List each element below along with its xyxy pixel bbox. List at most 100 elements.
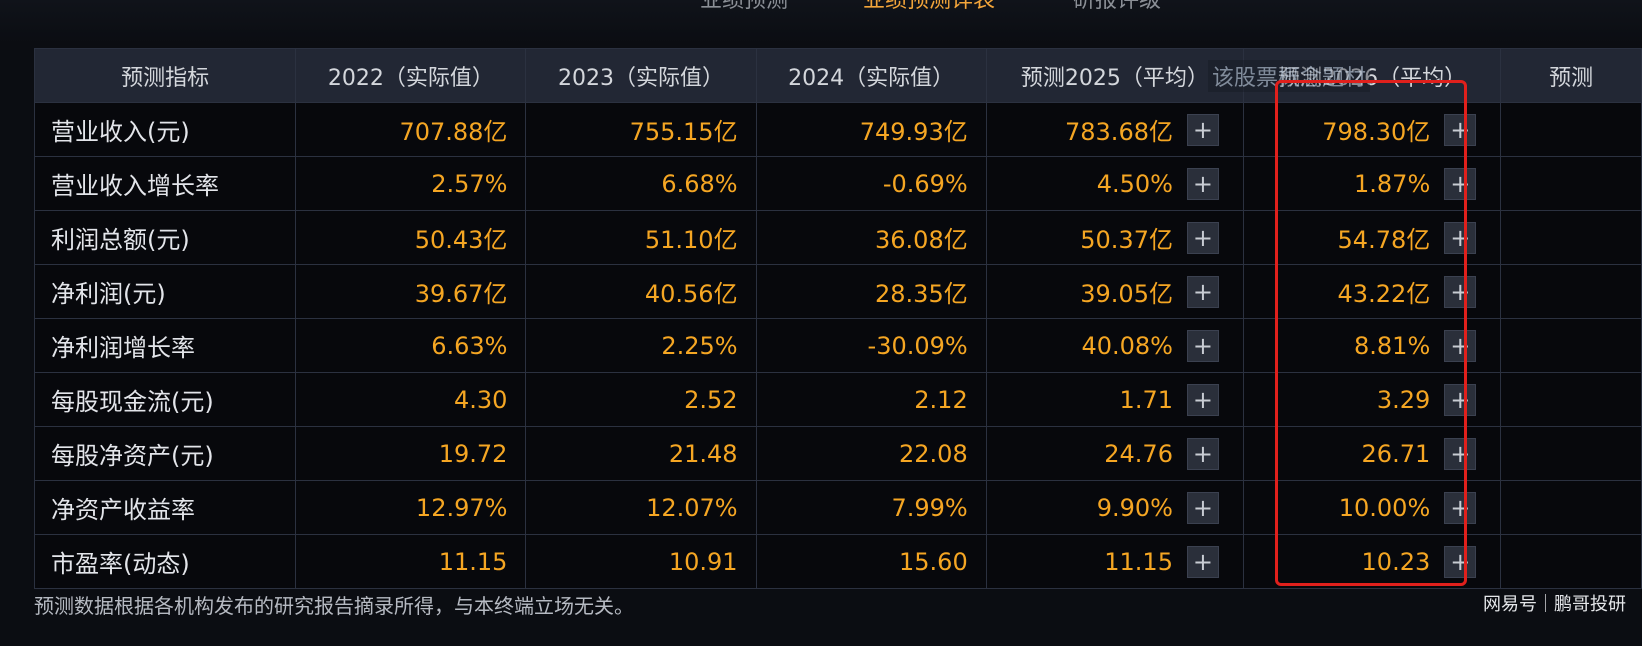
cell-2024: 28.35亿 [755,264,987,319]
watermark-source: 网易号 [1483,594,1537,615]
cell-2023: 40.56亿 [525,264,757,319]
forecast-cell-content: 783.68亿 + [987,103,1243,156]
forecast-cell-content: 8.81% + [1244,319,1500,372]
expand-plus-button[interactable]: + [1444,383,1477,416]
cell-2024: -0.69% [755,156,987,211]
cell-forecast-2026: 3.29 + [1242,372,1502,427]
top-bar: 业绩预测 业绩预测详表 研报评级 [0,0,1642,44]
cell-forecast-more [1500,534,1642,589]
table-header-row: 预测指标 2022（实际值） 2023（实际值） 2024（实际值） 预测202… [33,48,1642,103]
expand-plus-button[interactable]: + [1186,545,1219,578]
row-label: 净利润增长率 [33,318,297,373]
forecast-value: 798.30亿 [1322,118,1431,146]
cell-2022: 11.15 [295,534,527,589]
row-label: 营业收入增长率 [33,156,297,211]
forecast-value: 1.71 [1119,385,1173,414]
cell-2024: 15.60 [755,534,987,589]
table-row: 利润总额(元) 50.43亿 51.10亿 36.08亿 50.37亿 +54.78亿 + [33,210,1642,265]
cell-2022: 2.57% [295,156,527,211]
expand-plus-button[interactable]: + [1444,275,1477,308]
table-row: 营业收入(元) 707.88亿 755.15亿 749.93亿 783.68亿 +798.… [33,102,1642,157]
cell-forecast-2025: 24.76 + [985,426,1244,481]
cell-forecast-2026: 26.71 + [1242,426,1502,481]
expand-plus-button[interactable]: + [1186,113,1219,146]
cell-2023: 755.15亿 [525,102,757,157]
cell-forecast-2025: 39.05亿 + [985,264,1244,319]
tab-forecast[interactable]: 业绩预测 [700,0,789,13]
cell-forecast-more [1500,426,1642,481]
expand-plus-button[interactable]: + [1186,221,1219,254]
forecast-cell-content: 50.37亿 + [987,211,1243,264]
cell-forecast-more [1500,210,1642,265]
forecast-cell-content: 10.00% + [1244,481,1500,534]
forecast-value: 11.15 [1104,547,1173,576]
forecast-cell-content: 1.71 + [987,373,1243,426]
cell-2022: 12.97% [295,480,527,535]
cell-forecast-more [1500,156,1642,211]
footnote: 预测数据根据各机构发布的研究报告摘录所得，与本终端立场无关。 [34,594,634,618]
expand-plus-button[interactable]: + [1186,437,1219,470]
cell-forecast-2026: 798.30亿 + [1242,102,1502,157]
expand-plus-button[interactable]: + [1444,167,1477,200]
cell-forecast-2025: 50.37亿 + [985,210,1244,265]
forecast-cell-content: 26.71 + [1244,427,1500,480]
cell-2023: 51.10亿 [525,210,757,265]
forecast-value: 54.78亿 [1337,226,1431,254]
forecast-value: 39.05亿 [1080,280,1173,308]
forecast-value: 50.37亿 [1080,226,1173,254]
expand-plus-button[interactable]: + [1444,491,1477,524]
tab-research-rating[interactable]: 研报评级 [1073,0,1162,13]
cell-forecast-2026: 43.22亿 + [1242,264,1502,319]
expand-plus-button[interactable]: + [1186,491,1219,524]
forecast-cell-content: 54.78亿 + [1244,211,1500,264]
cell-forecast-more [1500,318,1642,373]
forecast-cell-content: 9.90% + [987,481,1243,534]
cell-2022: 4.30 [295,372,527,427]
row-label: 每股现金流(元) [33,372,297,427]
expand-plus-button[interactable]: + [1444,545,1477,578]
expand-plus-button[interactable]: + [1186,383,1219,416]
expand-plus-button[interactable]: + [1444,329,1477,362]
cell-forecast-2025: 783.68亿 + [985,102,1244,157]
cell-2024: 7.99% [755,480,987,535]
cell-2024: 36.08亿 [755,210,987,265]
cell-forecast-more [1500,102,1642,157]
forecast-value: 10.23 [1361,547,1431,576]
cell-2023: 10.91 [525,534,757,589]
expand-plus-button[interactable]: + [1186,167,1219,200]
cell-forecast-more [1500,372,1642,427]
table-row: 净利润增长率 6.63% 2.25% -30.09% 40.08% +8.81% + [33,318,1642,373]
overlay-hint[interactable]: 该股票概念题材 [1208,60,1371,92]
cell-2022: 50.43亿 [295,210,527,265]
row-label: 利润总额(元) [33,210,297,265]
watermark-author: 鹏哥投研 [1554,594,1626,615]
forecast-value: 43.22亿 [1337,280,1431,308]
row-label: 每股净资产(元) [33,426,297,481]
cell-2022: 39.67亿 [295,264,527,319]
expand-plus-button[interactable]: + [1444,221,1477,254]
watermark-divider [1545,594,1546,612]
cell-2023: 6.68% [525,156,757,211]
cell-forecast-2025: 4.50% + [985,156,1244,211]
tab-forecast-detail[interactable]: 业绩预测详表 [863,0,996,13]
forecast-cell-content: 24.76 + [987,427,1243,480]
forecast-cell-content: 3.29 + [1244,373,1500,426]
expand-plus-button[interactable]: + [1186,275,1219,308]
row-label: 净资产收益率 [33,480,297,535]
forecast-value: 9.90% [1096,493,1173,522]
cell-2023: 2.25% [525,318,757,373]
expand-plus-button[interactable]: + [1444,113,1477,146]
forecast-value: 24.76 [1104,439,1173,468]
table-row: 营业收入增长率 2.57% 6.68% -0.69% 4.50% +1.87% + [33,156,1642,211]
cell-forecast-2026: 10.23 + [1242,534,1502,589]
forecast-cell-content: 39.05亿 + [987,265,1243,318]
cell-2023: 2.52 [525,372,757,427]
expand-plus-button[interactable]: + [1186,329,1219,362]
cell-forecast-2025: 1.71 + [985,372,1244,427]
cell-forecast-2025: 40.08% + [985,318,1244,373]
expand-plus-button[interactable]: + [1444,437,1477,470]
header-forecast-2025: 预测2025（平均） [985,48,1244,103]
forecast-table: 预测指标 2022（实际值） 2023（实际值） 2024（实际值） 预测202… [33,48,1642,589]
cell-forecast-2025: 9.90% + [985,480,1244,535]
header-indicator: 预测指标 [33,48,297,103]
